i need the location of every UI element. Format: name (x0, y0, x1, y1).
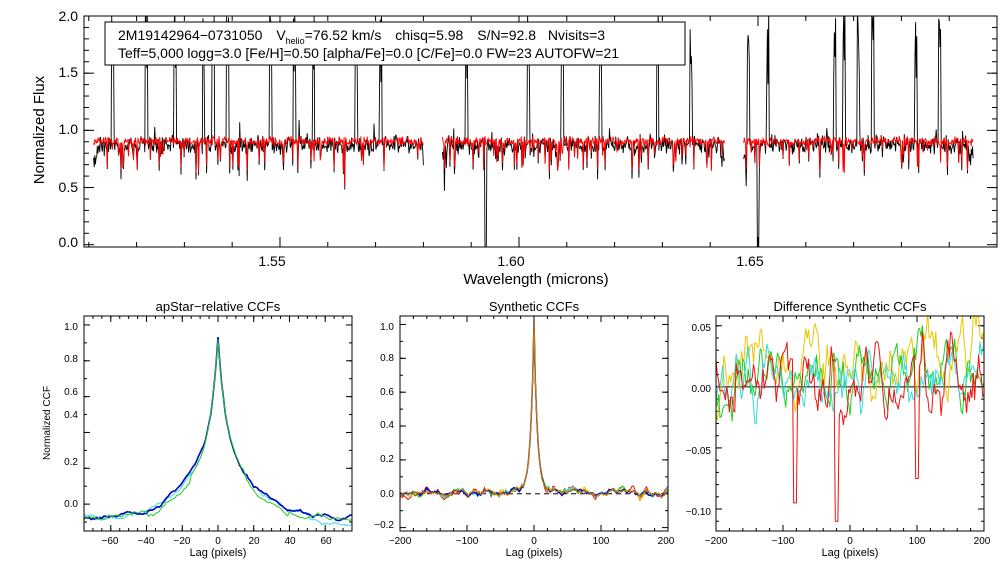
spectrum-ylabel: Normalized Flux (31, 75, 48, 184)
synthetic-ytick-0.2: 0.2 (380, 454, 394, 465)
synthetic-xtick--200: −200 (389, 536, 412, 547)
apstar-ccf-cyan-line (84, 338, 352, 527)
difference-xtick--200: −200 (705, 536, 728, 547)
synthetic-xtick-100: 100 (593, 536, 610, 547)
synthetic-xtick-0: 0 (531, 536, 537, 547)
synthetic-ytick-1.0: 1.0 (380, 322, 394, 333)
apstar-ytick-0.6: 0.6 (64, 387, 78, 398)
vhelio-prefix: V (276, 27, 286, 43)
synthetic-ccf-orange-line (400, 320, 668, 499)
apstar-ccf-panel: apStar−relative CCFs 0.0 0.2 0.4 0.6 0.8… (42, 299, 353, 559)
difference-ccf-red-line (716, 330, 984, 522)
apstar-ccf-green-line (84, 339, 352, 522)
xtick-label-1.60: 1.60 (497, 253, 524, 269)
ytick-label-0.0: 0.0 (59, 234, 79, 250)
difference-ccf-frame (715, 315, 985, 532)
xtick-label-1.65: 1.65 (736, 253, 763, 269)
ytick-label-1.0: 1.0 (59, 121, 79, 137)
vhelio-value: =76.52 km/s (305, 27, 382, 43)
apstar-xlabel: Lag (pixels) (190, 547, 247, 559)
star-id: 2M19142964−0731050 (118, 27, 263, 43)
apstar-ytick-0.2: 0.2 (64, 457, 78, 468)
apstar-ccf-title: apStar−relative CCFs (156, 299, 281, 314)
apstar-xtick-20: 20 (248, 536, 260, 547)
info-box-frame (104, 21, 686, 66)
difference-ytick-0.05: 0.05 (692, 323, 712, 334)
synthetic-xlabel: Lag (pixels) (506, 547, 563, 559)
difference-ccf-panel: Difference Synthetic CCFs −0.10 −0.05 0.… (686, 299, 991, 559)
main-axis-ticks (84, 15, 998, 247)
nvisits-value: Nvisits=3 (548, 27, 605, 43)
synthetic-ccf-frame (399, 315, 669, 532)
ytick-label-1.5: 1.5 (59, 64, 79, 80)
difference-xtick-200: 200 (974, 536, 991, 547)
synthetic-ytick-0.6: 0.6 (380, 387, 394, 398)
difference-xtick--100: −100 (772, 536, 795, 547)
info-line-2: Teff=5,000 logg=3.0 [Fe/H]=0.50 [alpha/F… (118, 45, 619, 61)
vhelio-subscript: helio (286, 36, 305, 46)
spectrum-plot-frame (83, 15, 998, 248)
chisq-value: chisq=5.98 (395, 27, 463, 43)
synthetic-xtick-200: 200 (658, 536, 675, 547)
ytick-label-2.0: 2.0 (59, 8, 79, 24)
spectrum-xlabel: Wavelength (microns) (463, 271, 608, 288)
difference-ytick--0.05: −0.05 (686, 446, 712, 457)
synthetic-ytick-0.8: 0.8 (380, 353, 394, 364)
synthetic-xtick--100: −100 (456, 536, 479, 547)
apstar-ylabel: Normalized CCF (42, 386, 53, 460)
apstar-ccf-frame (83, 315, 353, 532)
apstar-xtick-60: 60 (320, 536, 332, 547)
synthetic-ccf-blue-line (400, 320, 668, 498)
synthetic-ytick--0.2: −0.2 (374, 520, 394, 531)
synthetic-ytick-0.0: 0.0 (380, 489, 394, 500)
difference-ccf-title: Difference Synthetic CCFs (774, 299, 927, 314)
difference-xlabel: Lag (pixels) (822, 547, 879, 559)
apstar-xtick--60: −60 (102, 536, 119, 547)
ytick-label-0.5: 0.5 (59, 179, 79, 195)
apstar-xtick--20: −20 (174, 536, 191, 547)
apstar-ytick-0.0: 0.0 (64, 499, 78, 510)
difference-ccf-yellow-line (716, 316, 984, 421)
apstar-xtick-40: 40 (284, 536, 296, 547)
synthetic-ccf-title: Synthetic CCFs (489, 299, 580, 314)
apstar-xtick--40: −40 (138, 536, 155, 547)
apstar-ytick-1.0: 1.0 (64, 322, 78, 333)
difference-ytick--0.10: −0.10 (686, 507, 712, 518)
info-line-1: 2M19142964−0731050 Vhelio=76.52 km/s chi… (118, 27, 605, 46)
difference-xtick-100: 100 (909, 536, 926, 547)
apstar-xtick-0: 0 (215, 536, 221, 547)
apstar-ytick-0.4: 0.4 (64, 410, 78, 421)
model-spectrum-line (93, 134, 974, 188)
xtick-label-1.55: 1.55 (258, 253, 285, 269)
difference-ytick-0.00: 0.00 (692, 384, 712, 395)
spectrum-info-box: 2M19142964−0731050 Vhelio=76.52 km/s chi… (104, 21, 686, 66)
difference-xtick-0: 0 (847, 536, 853, 547)
synthetic-ytick-0.4: 0.4 (380, 420, 394, 431)
apstar-ytick-0.8: 0.8 (64, 354, 78, 365)
snr-value: S/N=92.8 (477, 27, 536, 43)
spectrum-panel: 0.0 0.5 1.0 1.5 2.0 1.55 1.60 1.65 Wavel… (31, 8, 998, 288)
apstar-ccf-blue-line (84, 337, 352, 522)
difference-ccf-cyan-line (716, 341, 984, 425)
synthetic-ccf-panel: Synthetic CCFs −0.2 0.0 0.2 0.4 0.6 0.8 … (374, 299, 675, 559)
